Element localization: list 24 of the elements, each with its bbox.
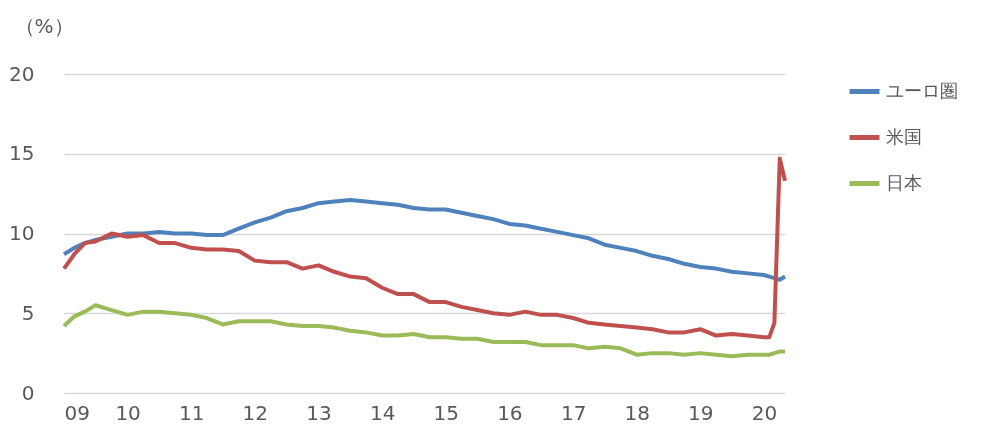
x-tick-label: 19 xyxy=(688,400,714,425)
legend-label: ユーロ圏 xyxy=(886,79,958,101)
x-tick-label: 17 xyxy=(560,400,587,425)
legend-label: 日本 xyxy=(886,171,922,193)
x-tick-label: 13 xyxy=(306,400,332,425)
legend-label: 米国 xyxy=(886,125,922,147)
x-tick-label: 18 xyxy=(624,400,650,425)
x-tick-label: 09 xyxy=(64,400,90,425)
line-series xyxy=(62,198,787,282)
y-tick-label: 10 xyxy=(9,221,35,245)
y-axis-title: （%） xyxy=(14,13,74,38)
y-tick-label: 20 xyxy=(9,61,35,86)
x-tick-label: 14 xyxy=(369,400,396,425)
x-tick-label: 20 xyxy=(751,400,778,425)
line-series xyxy=(62,303,787,359)
x-tick-label: 11 xyxy=(178,400,205,425)
y-tick-label: 0 xyxy=(21,380,35,405)
line-series xyxy=(62,156,787,340)
x-tick-label: 12 xyxy=(242,400,269,425)
y-tick-label: 15 xyxy=(9,141,35,166)
x-tick-label: 15 xyxy=(433,400,459,425)
x-tick-label: 10 xyxy=(115,400,141,425)
y-tick-label: 5 xyxy=(21,300,35,325)
x-tick-label: 16 xyxy=(497,400,523,425)
